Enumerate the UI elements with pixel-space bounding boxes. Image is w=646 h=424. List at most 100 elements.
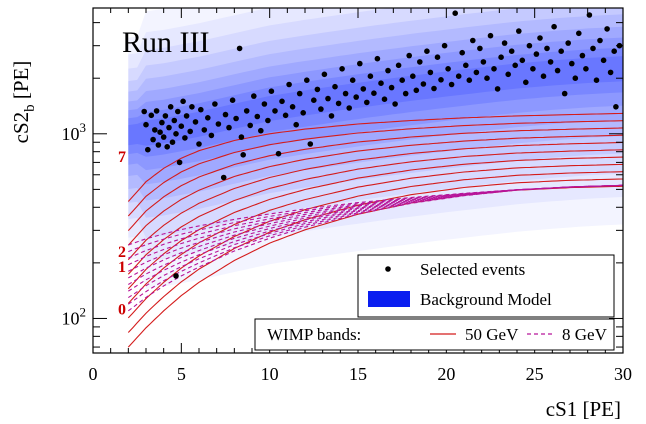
event-point [491, 66, 497, 72]
event-point [152, 127, 158, 133]
event-point [325, 95, 331, 102]
event-point [455, 73, 462, 79]
event-point [519, 57, 526, 64]
band-label-0: 0 [118, 302, 126, 319]
event-point [487, 32, 494, 39]
wimp-8gev-line [127, 184, 623, 305]
event-point [175, 108, 181, 115]
event-point [272, 108, 278, 114]
x-axis-title: cS1 [PE] [546, 397, 621, 421]
event-point [378, 80, 384, 86]
event-point [167, 104, 174, 110]
wimp-8gev-band [127, 184, 623, 312]
event-point [466, 77, 473, 83]
wimp-8gev-line [128, 184, 623, 279]
event-point [279, 98, 285, 105]
event-point [314, 86, 321, 93]
event-point [182, 135, 188, 141]
event-point [586, 12, 593, 18]
x-tick-label: 5 [177, 364, 186, 384]
event-point [374, 55, 381, 62]
event-point [427, 69, 434, 76]
event-point [611, 48, 617, 54]
event-point [169, 139, 176, 145]
event-point [243, 108, 250, 114]
event-point [321, 71, 328, 78]
event-point [220, 174, 227, 181]
event-point [576, 30, 582, 37]
event-point [282, 112, 289, 119]
event-point [236, 45, 243, 52]
event-point [258, 127, 264, 134]
event-point [424, 48, 430, 54]
event-point [261, 101, 268, 107]
wimp-legend-title: WIMP bands: [267, 325, 361, 344]
background-layer [128, 26, 623, 185]
event-point [198, 106, 204, 113]
event-point [593, 77, 600, 83]
event-point [178, 123, 185, 129]
event-point [304, 77, 310, 83]
event-point [229, 97, 236, 103]
event-point [353, 94, 360, 100]
wimp-50gev-line [127, 120, 623, 217]
event-point [148, 112, 155, 119]
event-point [402, 90, 409, 97]
event-point [613, 104, 619, 110]
event-point [413, 87, 420, 94]
event-point [395, 62, 402, 69]
event-point [201, 127, 208, 133]
x-tick-label: 30 [614, 364, 632, 384]
event-point [579, 52, 586, 59]
run-label: Run III [122, 26, 209, 59]
event-point [254, 113, 261, 120]
event-point [150, 136, 156, 143]
event-point [226, 124, 232, 131]
event-point [399, 77, 406, 83]
wimp-50gev-line [127, 149, 623, 275]
event-point [166, 124, 172, 131]
event-point [381, 96, 388, 102]
event-point [547, 59, 554, 65]
band-label-2: 2 [118, 244, 126, 261]
event-point [300, 110, 307, 116]
event-point [173, 273, 179, 279]
event-point [196, 141, 202, 147]
event-point [569, 60, 575, 67]
event-point [498, 54, 504, 60]
event-point [247, 122, 253, 129]
legend-label-50gev: 50 GeV [465, 325, 519, 344]
event-point [180, 98, 186, 105]
legend-label-background-model: Background Model [420, 290, 552, 309]
event-point [367, 73, 374, 79]
event-point [420, 81, 427, 87]
event-point [431, 85, 437, 92]
event-point [346, 105, 353, 111]
x-tick-label: 10 [261, 364, 279, 384]
event-point [505, 71, 512, 78]
event-point [441, 42, 448, 49]
event-point [572, 75, 579, 81]
event-point [215, 121, 222, 127]
band-label-7: 7 [118, 149, 126, 166]
event-point [240, 152, 246, 158]
event-point [187, 128, 193, 135]
event-point [360, 86, 367, 92]
event-point [162, 113, 169, 119]
background-layer [128, 8, 623, 289]
event-point [463, 62, 469, 69]
wimp-8gev-line [128, 184, 623, 299]
event-point [544, 45, 550, 52]
event-point [328, 113, 335, 119]
event-point [192, 119, 199, 125]
event-point [385, 67, 391, 74]
wimp-8gev-line [128, 184, 623, 266]
selected-events-series [141, 10, 623, 279]
event-point [275, 150, 282, 157]
event-point [448, 81, 455, 88]
event-point [342, 90, 349, 97]
event-point [189, 104, 195, 110]
wimp-8gev-line [128, 184, 623, 285]
event-point [501, 40, 508, 46]
